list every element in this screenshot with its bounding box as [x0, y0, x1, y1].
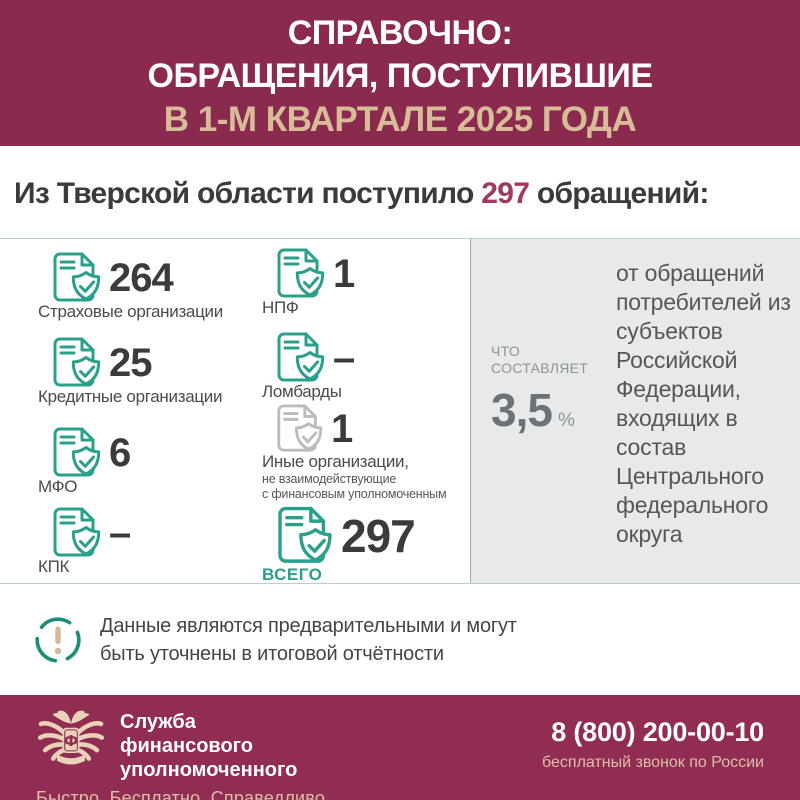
stat-lombard: – Ломбарды [262, 331, 355, 402]
header-line1: СПРАВОЧНО: [287, 14, 513, 52]
stat-mfo: 6 МФО [38, 426, 131, 497]
stat-credit: 25 Кредитные организации [38, 336, 222, 407]
org-line3: уполномоченного [120, 759, 298, 781]
stat-value: 1 [333, 252, 355, 296]
brand-block: Ф Служба финансового уполномоченного Быс… [36, 695, 325, 800]
phone-block: 8 (800) 200-00-10 бесплатный звонок по Р… [542, 695, 764, 800]
share-label-line2: СОСТАВЛЯЕТ [491, 360, 589, 376]
stat-npf: 1 НПФ [262, 247, 355, 318]
stats-section: 264 Страховые организации 25 Кредитные о… [0, 238, 800, 584]
stat-value: 264 [109, 256, 174, 300]
document-shield-check-icon [272, 403, 326, 455]
stat-row: 1 [262, 247, 355, 301]
stat-row: – [38, 506, 131, 560]
document-shield-check-icon [272, 247, 328, 301]
document-shield-check-icon [48, 251, 104, 305]
stat-label: МФО [38, 477, 78, 496]
intro-title: Из Тверской области поступило 297 обраще… [14, 177, 709, 210]
intro-section: Из Тверской области поступило 297 обраще… [0, 146, 800, 238]
intro-prefix: Из Тверской области поступило [14, 177, 482, 210]
document-shield-check-icon [48, 506, 104, 560]
stat-insurance: 264 Страховые организации [38, 251, 223, 322]
share-description: от обращений потребителей из субъектов Р… [616, 260, 791, 547]
stat-row: 1 [262, 403, 446, 455]
stat-label: НПФ [262, 298, 299, 317]
footer: Ф Служба финансового уполномоченного Быс… [0, 695, 800, 800]
org-name: Служба финансового уполномоченного [120, 705, 297, 782]
stat-label: Ломбарды [262, 382, 342, 401]
logo-letter: Ф [64, 733, 79, 750]
stat-sublabel: не взаимодействующие [262, 472, 397, 486]
header-line2: ОБРАЩЕНИЯ, ПОСТУПИВШИЕ [147, 57, 654, 95]
stat-value: 25 [109, 341, 152, 385]
org-line1: Служба [120, 711, 196, 733]
stat-value: – [109, 511, 131, 555]
intro-suffix: обращений: [529, 177, 710, 210]
stat-value: 297 [341, 510, 416, 562]
stat-row: 264 [38, 251, 223, 305]
stat-row: 6 [38, 426, 131, 480]
intro-count: 297 [481, 177, 530, 210]
share-value-row: 3,5 % [491, 383, 588, 437]
note-section: Данные являются предварительными и могут… [0, 584, 800, 695]
share-value: 3,5 [491, 384, 553, 436]
stat-total: 297 ВСЕГО [262, 505, 416, 585]
header-line3: В 1-М КВАРТАЛЕ 2025 ГОДА [163, 100, 637, 139]
stat-value: 6 [109, 431, 131, 475]
exclamation-circle-icon [35, 616, 81, 663]
document-shield-check-icon [272, 505, 336, 567]
share-label-line1: ЧТО [491, 343, 521, 359]
stat-value: – [333, 336, 355, 380]
stat-sublabel: с финансовым уполномоченным [262, 486, 447, 501]
org-line2: финансового [120, 735, 253, 757]
share-block: ЧТО СОСТАВЛЯЕТ 3,5 % [491, 343, 588, 437]
phone-note: бесплатный звонок по России [542, 754, 764, 771]
double-headed-eagle-icon: Ф [37, 710, 105, 765]
stat-label: ВСЕГО [262, 565, 323, 584]
stat-other-orgs: 1 Иные организации, не взаимодействующие… [262, 403, 447, 501]
stat-row: 297 [262, 505, 416, 567]
phone-number: 8 (800) 200-00-10 [551, 717, 764, 747]
stat-label: Кредитные организации [38, 387, 223, 406]
brand-row: Ф Служба финансового уполномоченного [36, 705, 325, 782]
stat-label: Страховые организации [38, 302, 223, 321]
stat-label: КПК [38, 557, 70, 576]
note-text: Данные являются предварительными и могут… [100, 614, 517, 665]
share-panel: ЧТО СОСТАВЛЯЕТ 3,5 % от обращений потреб… [470, 239, 800, 583]
header-banner: СПРАВОЧНО: ОБРАЩЕНИЯ, ПОСТУПИВШИЕ В 1-М … [0, 0, 800, 146]
stat-label: Иные организации, [262, 452, 409, 471]
document-shield-check-icon [48, 336, 104, 390]
share-unit: % [557, 410, 575, 431]
stat-kpk: – КПК [38, 506, 131, 577]
slogan: Быстро. Бесплатно. Справедливо [36, 788, 326, 800]
stat-row: – [262, 331, 355, 385]
stat-row: 25 [38, 336, 222, 390]
document-shield-check-icon [272, 331, 328, 385]
stat-value: 1 [331, 407, 353, 451]
document-shield-check-icon [48, 426, 104, 480]
